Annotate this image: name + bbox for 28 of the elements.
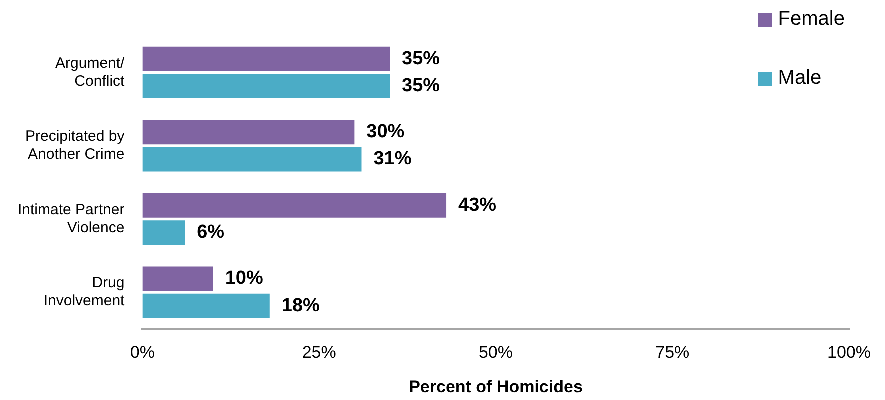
bar: [142, 74, 390, 98]
x-axis-title: Percent of Homicides: [409, 377, 583, 396]
y-tick-label: Argument/ Conflict: [56, 54, 126, 90]
data-label: 10%: [225, 268, 264, 290]
bar: [142, 46, 390, 72]
data-label: 35%: [402, 75, 440, 96]
data-label: 18%: [282, 295, 320, 316]
y-tick-label: Intimate Partner Violence: [18, 201, 125, 236]
data-label: 6%: [197, 222, 225, 244]
y-tick-label: Drug Involvement: [44, 274, 126, 310]
x-tick-label: 50%: [478, 343, 514, 362]
y-tick-label: Precipitated by Another Crime: [25, 128, 126, 164]
bar: [142, 147, 362, 172]
x-tick-label: 0%: [130, 343, 156, 362]
x-tick-label: 100%: [828, 343, 871, 362]
x-tick-label: 25%: [302, 343, 336, 362]
bar: [142, 120, 355, 145]
bar: [142, 193, 447, 218]
data-label: 31%: [374, 148, 412, 170]
legend-label: Male: [778, 67, 822, 90]
bar: [142, 266, 214, 292]
data-label: 35%: [402, 48, 440, 70]
bar: [142, 294, 270, 318]
x-tick-label: 75%: [656, 343, 690, 362]
bar: [142, 220, 186, 246]
data-label: 30%: [366, 122, 405, 143]
data-label: 43%: [458, 194, 497, 216]
legend-label: Female: [778, 8, 845, 31]
